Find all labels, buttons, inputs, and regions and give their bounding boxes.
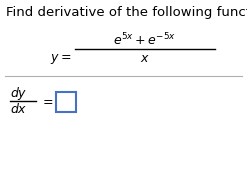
FancyBboxPatch shape <box>56 92 76 112</box>
Text: Find derivative of the following function.: Find derivative of the following functio… <box>6 6 247 19</box>
Text: $y=$: $y=$ <box>50 52 71 66</box>
Text: $x$: $x$ <box>140 51 150 64</box>
Text: $dy$: $dy$ <box>10 84 27 102</box>
Text: $dx$: $dx$ <box>10 102 27 116</box>
Text: $e^{5x}+e^{-5x}$: $e^{5x}+e^{-5x}$ <box>113 32 177 48</box>
Text: $=$: $=$ <box>40 95 54 108</box>
